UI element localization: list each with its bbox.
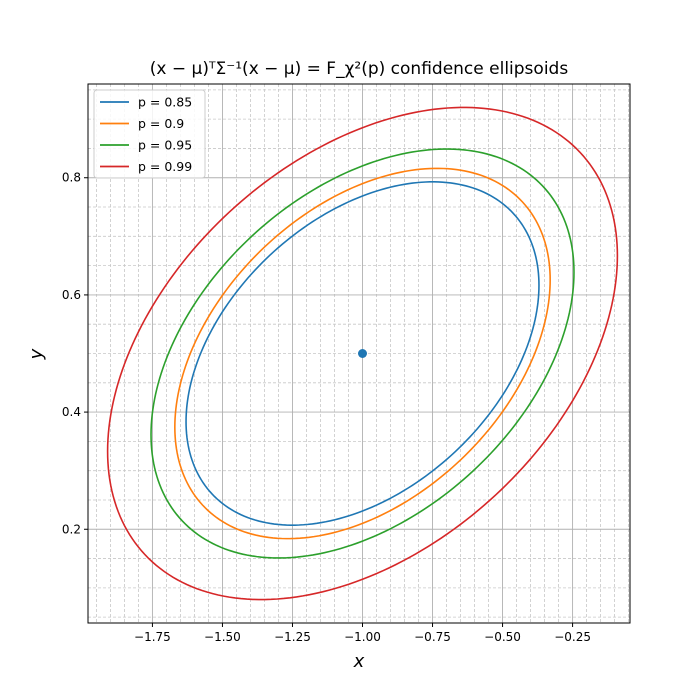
x-tick-label: −1.50 [204, 630, 241, 644]
y-tick-label: 0.2 [62, 522, 81, 536]
x-tick-label: −0.75 [414, 630, 451, 644]
ellipse-series-2 [174, 167, 551, 540]
series-layer [106, 106, 619, 601]
ellipse-series-4 [106, 106, 619, 601]
x-tick-label: −0.50 [484, 630, 521, 644]
x-tick-label: −1.00 [344, 630, 381, 644]
legend: p = 0.85 p = 0.9 p = 0.95 p = 0.99 [93, 89, 206, 179]
ellipse-series-1 [185, 181, 540, 526]
grid-layer [88, 84, 630, 623]
y-tick-label: 0.4 [62, 405, 81, 419]
center-point [358, 349, 368, 358]
y-tick-label: 0.6 [62, 288, 81, 302]
legend-box [93, 89, 206, 179]
x-tick-label: −1.25 [274, 630, 311, 644]
ticks-layer: −1.75 −1.50 −1.25 −1.00 −0.75 −0.50 −0.25 0.2 0.… [62, 171, 591, 644]
x-tick-label: −1.75 [134, 630, 171, 644]
x-axis-label: x [353, 651, 365, 672]
ellipse-series-3 [150, 148, 575, 559]
legend-label: p = 0.99 [138, 159, 192, 174]
legend-label: p = 0.85 [138, 95, 192, 110]
x-tick-label: −0.25 [554, 630, 591, 644]
y-axis-label: y [26, 348, 47, 360]
chart-title: (x − μ)ᵀΣ⁻¹(x − μ) = F_χ²(p) confidence … [150, 59, 569, 79]
plot-frame [87, 83, 631, 624]
y-tick-label: 0.8 [62, 171, 81, 185]
legend-label: p = 0.95 [138, 138, 192, 153]
legend-label: p = 0.9 [138, 116, 184, 131]
